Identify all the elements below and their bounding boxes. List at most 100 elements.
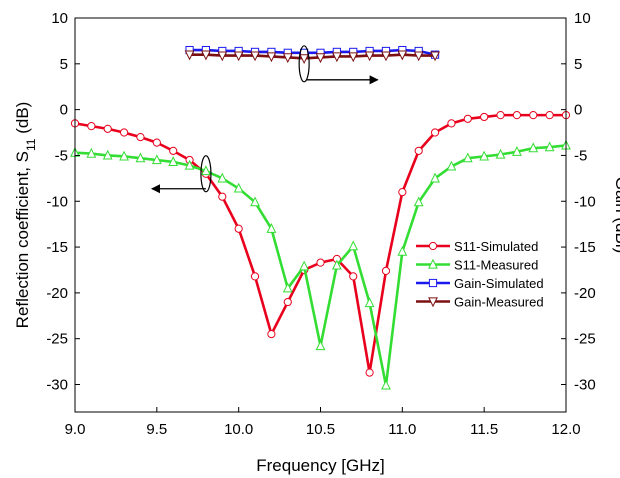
- legend-marker: [428, 297, 438, 308]
- data-point-s11-measured: [381, 379, 391, 390]
- data-point-s11-measured: [495, 148, 506, 159]
- y-left-tick-label: 10: [51, 10, 68, 27]
- data-point-s11-measured: [282, 282, 293, 293]
- data-point-s11-simulated: [316, 258, 325, 267]
- data-point-gain-measured: [331, 52, 342, 63]
- series-s11-measured: [70, 139, 571, 390]
- data-point-gain-measured: [217, 51, 228, 62]
- data-point-s11-measured: [315, 340, 326, 351]
- data-point-gain-measured: [250, 51, 260, 62]
- series-gain-measured: [184, 50, 440, 65]
- data-point-gain-measured: [184, 50, 195, 61]
- y-right-tick-label: -25: [574, 331, 596, 348]
- data-point-s11-measured: [544, 141, 555, 152]
- data-point-s11-simulated: [349, 272, 358, 281]
- legend-label: S11-Measured: [454, 258, 538, 273]
- legend-marker: [428, 278, 438, 288]
- y-left-tick-label: 0: [60, 102, 68, 119]
- data-point-gain-measured: [201, 50, 211, 61]
- y-right-tick-label: 5: [574, 56, 582, 73]
- legend-item-gain-measured: Gain-Measured: [416, 295, 544, 310]
- x-tick-label: 10.5: [306, 421, 335, 438]
- data-point-s11-simulated: [103, 124, 112, 133]
- data-point-gain-measured: [430, 51, 440, 62]
- data-point-s11-simulated: [529, 111, 538, 120]
- y-axis-left-title-unit: (dB): [13, 102, 32, 139]
- y-axis-left-title-main: Reflection coefficient, S: [13, 151, 32, 328]
- data-point-s11-measured: [528, 142, 539, 153]
- data-point-s11-simulated: [398, 187, 407, 197]
- data-point-s11-measured: [250, 196, 260, 207]
- data-point-s11-simulated: [480, 112, 489, 122]
- legend-item-gain-simulated: Gain-Simulated: [416, 276, 544, 291]
- data-point-s11-measured: [299, 260, 310, 271]
- y-right-tick-label: -5: [574, 147, 587, 164]
- data-point-s11-measured: [397, 245, 408, 256]
- legend-marker: [428, 258, 438, 269]
- x-tick-label: 9.5: [146, 421, 167, 438]
- data-point-s11-simulated: [120, 128, 129, 137]
- y-right-tick-label: 10: [574, 10, 591, 27]
- data-point-s11-measured: [151, 154, 162, 165]
- x-axis-title: Frequency [GHz]: [256, 456, 385, 475]
- y-axis-left-title-subscript: 11: [24, 138, 38, 151]
- x-tick-label: 9.0: [65, 421, 86, 438]
- ticks-layer: 9.0 9.5 10.0 10.5 11.0 11.5 12.0 10 5 0 -5 -10 -15 -2…: [46, 10, 595, 438]
- data-point-s11-measured: [86, 147, 97, 158]
- x-tick-label: 11.5: [470, 421, 498, 438]
- x-tick-label: 10.0: [224, 421, 253, 438]
- y-axis-left-title: Reflection coefficient, S11 (dB): [13, 102, 38, 329]
- annotation-layer: [151, 45, 379, 194]
- y-left-tick-label: -10: [46, 193, 68, 210]
- series-line-gain-measured: [189, 53, 436, 60]
- data-point-s11-measured: [135, 152, 146, 163]
- x-tick-label: 12.0: [551, 421, 580, 438]
- data-point-gain-measured: [364, 51, 375, 62]
- y-left-tick-label: -25: [46, 331, 68, 348]
- x-tick-label: 11.0: [388, 421, 416, 438]
- data-point-gain-measured: [315, 53, 326, 64]
- legend-marker: [428, 241, 438, 251]
- y-right-tick-label: -10: [574, 193, 596, 210]
- data-point-s11-measured: [462, 152, 473, 163]
- data-point-s11-measured: [217, 172, 228, 183]
- data-point-gain-measured: [282, 53, 293, 64]
- data-point-s11-measured: [479, 150, 490, 161]
- annotation-ellipse: [200, 155, 212, 193]
- plot-frame: [74, 17, 567, 413]
- legend-item-s11-measured: S11-Measured: [416, 258, 538, 273]
- data-point-gain-measured: [397, 50, 408, 61]
- series-s11-simulated: [70, 111, 571, 377]
- data-point-gain-measured: [413, 51, 424, 62]
- annotation-ellipse: [298, 45, 310, 83]
- series-layer: [70, 45, 571, 390]
- y-left-tick-label: 5: [60, 56, 68, 73]
- data-point-gain-measured: [266, 52, 277, 63]
- data-point-s11-measured: [233, 182, 244, 193]
- data-point-s11-measured: [266, 223, 277, 233]
- data-point-s11-measured: [446, 160, 457, 171]
- y-left-tick-label: -20: [46, 285, 68, 302]
- data-point-s11-measured: [348, 240, 359, 251]
- data-point-s11-measured: [168, 156, 179, 166]
- data-point-s11-simulated: [136, 133, 145, 142]
- data-point-s11-simulated: [267, 330, 276, 339]
- series-line-gain-simulated: [189, 48, 436, 56]
- y-left-tick-label: -15: [46, 239, 68, 256]
- data-point-s11-measured: [364, 297, 375, 308]
- data-point-s11-simulated: [496, 111, 505, 120]
- data-point-s11-measured: [511, 146, 522, 156]
- y-left-tick-label: -5: [55, 147, 68, 164]
- data-point-s11-measured: [331, 259, 342, 270]
- data-point-s11-simulated: [283, 297, 292, 307]
- data-point-s11-simulated: [381, 266, 391, 275]
- y-right-tick-label: 0: [574, 102, 582, 119]
- y-right-tick-label: -30: [574, 377, 596, 394]
- y-left-tick-label: -30: [46, 377, 68, 394]
- data-point-s11-simulated: [512, 111, 522, 120]
- data-point-s11-measured: [430, 172, 440, 183]
- legend-label: Gain-Measured: [454, 295, 544, 310]
- data-point-s11-simulated: [87, 122, 96, 131]
- data-point-s11-measured: [184, 159, 195, 170]
